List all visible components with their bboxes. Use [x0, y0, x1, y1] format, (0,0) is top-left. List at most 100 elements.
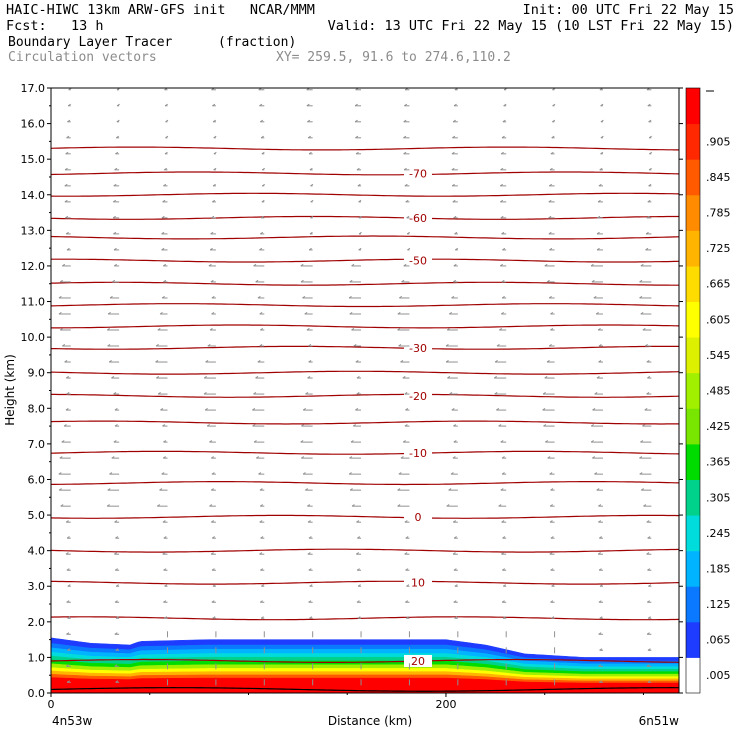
x-right-label: 6n51w — [639, 714, 680, 728]
isotherm-label: -70 — [409, 167, 427, 180]
y-tick-label: 6.0 — [28, 473, 46, 486]
colorbar-label: .065 — [706, 634, 731, 647]
field-name: Boundary Layer Tracer — [8, 35, 173, 50]
x-axis-label: Distance (km) — [328, 714, 412, 728]
colorbar-label: .665 — [706, 278, 731, 291]
colorbar-swatch — [686, 586, 700, 623]
colorbar-swatch — [686, 443, 700, 480]
overlay-name: Circulation vectors — [8, 50, 157, 65]
isotherm-line-18 — [51, 171, 679, 176]
colorbar-swatch — [686, 337, 700, 374]
isotherm-line-10 — [51, 345, 679, 350]
colorbar-label: .845 — [706, 171, 731, 184]
colorbar-swatch — [686, 159, 700, 196]
x-left-label: 4n53w — [52, 714, 93, 728]
colorbar-label: .185 — [706, 562, 731, 575]
header-line1-right: Init: 00 UTC Fri 22 May 15 — [522, 2, 734, 18]
colorbar-label: .905 — [706, 135, 731, 148]
colorbar-swatch — [686, 657, 700, 694]
x-tick-label: 200 — [435, 698, 456, 711]
isotherm-line-12 — [51, 303, 679, 308]
isotherm-line-8 — [51, 393, 679, 398]
colorbar-swatch — [686, 408, 700, 445]
circulation-vectors — [58, 88, 653, 686]
colorbar-swatch — [686, 479, 700, 516]
y-axis: 0.0 1.0 2.0 3.0 4.0 5.0 6.0 7.0 8.0 9.0 10.0 11.0 12… — [21, 82, 683, 700]
colorbar-swatch — [686, 372, 700, 409]
y-axis-label: Height (km) — [3, 354, 17, 425]
colorbar-label: .305 — [706, 491, 731, 504]
y-tick-label: 5.0 — [28, 509, 46, 522]
colorbar-label: .425 — [706, 420, 731, 433]
plot-frame — [50, 87, 680, 694]
y-tick-label: 1.0 — [28, 651, 46, 664]
colorbar-label: .245 — [706, 527, 731, 540]
y-tick-label: 8.0 — [28, 402, 46, 415]
isotherm-line-16 — [51, 215, 679, 220]
isotherm-lines: 20 10 0 -10 -20 -30 -50 -60 -70 — [51, 146, 679, 668]
y-tick-label: 3.0 — [28, 580, 46, 593]
y-tick-label: 17.0 — [21, 82, 46, 95]
colorbar-label: .785 — [706, 207, 731, 220]
y-tick-label: 13.0 — [21, 224, 46, 237]
isotherm-line-19 — [51, 146, 679, 151]
colorbar-swatch — [686, 265, 700, 302]
y-tick-label: 12.0 — [21, 260, 46, 273]
field-units: (fraction) — [218, 35, 297, 50]
isotherm-label: -30 — [409, 342, 427, 355]
y-tick-label: 15.0 — [21, 153, 46, 166]
isotherm-label: -20 — [409, 390, 427, 403]
header-line1-left: HAIC-HIWC 13km ARW-GFS init NCAR/MMM — [6, 2, 315, 18]
isotherm-label: 0 — [415, 511, 422, 524]
colorbar-swatch — [686, 230, 700, 267]
isotherm-line-9 — [51, 370, 679, 375]
colorbar-swatch — [686, 621, 700, 658]
isotherm-line-17 — [51, 192, 679, 197]
y-tick-label: 11.0 — [21, 296, 46, 309]
isotherm-label: 20 — [411, 655, 425, 668]
y-tick-label: 4.0 — [28, 545, 46, 558]
x-axis: 0 200 — [48, 693, 644, 711]
y-tick-label: 10.0 — [21, 331, 46, 344]
isotherm-line-2 — [51, 580, 679, 585]
colorbar-label: .485 — [706, 385, 731, 398]
colorbar: .005 .065 .125 .185 .245 .305 .365 .425 .485 .545… — [685, 87, 731, 694]
y-tick-label: 7.0 — [28, 438, 46, 451]
isotherm-line-15 — [51, 235, 679, 240]
header-line2-right: Valid: 13 UTC Fri 22 May 15 (10 LST Fri … — [327, 18, 734, 34]
colorbar-label: .605 — [706, 313, 731, 326]
tracer-fill — [51, 637, 679, 693]
colorbar-swatch — [686, 194, 700, 231]
y-tick-label: 2.0 — [28, 616, 46, 629]
tracer-band-10 — [51, 677, 679, 693]
y-tick-label: 9.0 — [28, 367, 46, 380]
xsec-coords: XY= 259.5, 91.6 to 274.6,110.2 — [276, 50, 511, 65]
isotherm-line-13 — [51, 281, 679, 286]
isotherm-label: -10 — [409, 447, 427, 460]
isotherm-line-1 — [51, 616, 679, 621]
colorbar-label: .545 — [706, 349, 731, 362]
colorbar-label: .365 — [706, 456, 731, 469]
isotherm-line-14 — [51, 258, 679, 263]
isotherm-line-11 — [51, 324, 679, 329]
colorbar-swatch — [686, 301, 700, 338]
isotherm-line-0 — [51, 658, 679, 664]
isotherm-line-7 — [51, 420, 679, 425]
isotherm-label: 10 — [411, 577, 425, 590]
y-tick-label: 14.0 — [21, 189, 46, 202]
isotherm-line-5 — [51, 481, 679, 486]
colorbar-label: .005 — [706, 669, 731, 682]
y-tick-label: 16.0 — [21, 118, 46, 131]
colorbar-swatch — [686, 88, 700, 125]
header-line2-left: Fcst: 13 h — [6, 18, 104, 34]
isotherm-label: -60 — [409, 212, 427, 225]
colorbar-label: .725 — [706, 242, 731, 255]
colorbar-swatch — [686, 515, 700, 552]
isotherm-line-6 — [51, 450, 679, 455]
x-tick-label: 0 — [48, 698, 55, 711]
terrain-line — [51, 687, 679, 692]
isotherm-line-3 — [51, 548, 679, 553]
isotherm-label: -50 — [409, 255, 427, 268]
colorbar-swatch — [686, 550, 700, 587]
